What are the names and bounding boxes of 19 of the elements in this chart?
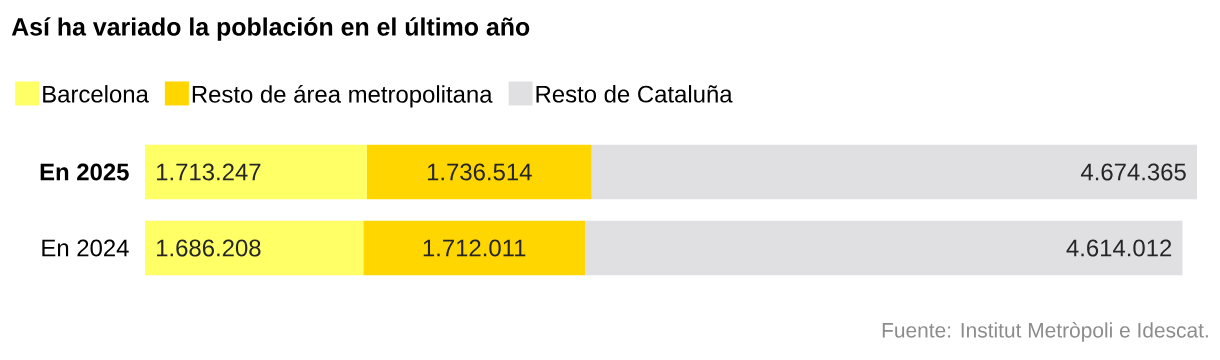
data-label: 4.674.365: [1080, 163, 1186, 181]
data-label: 4.614.012: [1066, 239, 1172, 257]
y-tick-label: En 2025: [40, 163, 129, 181]
data-label: 1.736.514: [427, 163, 532, 181]
bar: [585, 220, 1183, 276]
data-label: 1.686.208: [157, 239, 261, 257]
bar: [145, 220, 364, 276]
y-tick-label: En 2024: [42, 239, 129, 257]
bar: [591, 144, 1197, 200]
legend-label: Barcelona: [43, 85, 149, 103]
source-note: Fuente: Institut Metròpoli e Idescat.: [882, 322, 1208, 342]
bar: [145, 144, 367, 200]
chart-title: Así ha variado la población en el último año: [11, 17, 530, 41]
legend-label: Resto de Cataluña: [536, 85, 733, 103]
data-label: 1.713.247: [157, 163, 261, 181]
bar: [366, 144, 592, 200]
legend-label: Resto de área metropolitana: [192, 84, 493, 108]
bar: [363, 220, 586, 276]
data-label: 1.712.011: [423, 239, 526, 257]
